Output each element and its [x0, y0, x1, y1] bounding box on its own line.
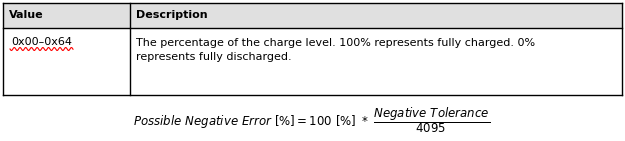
Text: The percentage of the charge level. 100% represents fully charged. 0%
represents: The percentage of the charge level. 100%… — [136, 38, 535, 62]
Bar — [3, 3, 622, 28]
Text: 0x00–0x64: 0x00–0x64 — [11, 37, 72, 47]
Text: Value: Value — [9, 10, 44, 20]
Text: $\mathit{Possible\ Negative\ Error\ [\%] = 100\ [\%]\ *\ }$$\dfrac{\mathit{Negat: $\mathit{Possible\ Negative\ Error\ [\%]… — [134, 105, 491, 135]
Bar — [3, 28, 622, 95]
Text: Description: Description — [136, 10, 208, 20]
